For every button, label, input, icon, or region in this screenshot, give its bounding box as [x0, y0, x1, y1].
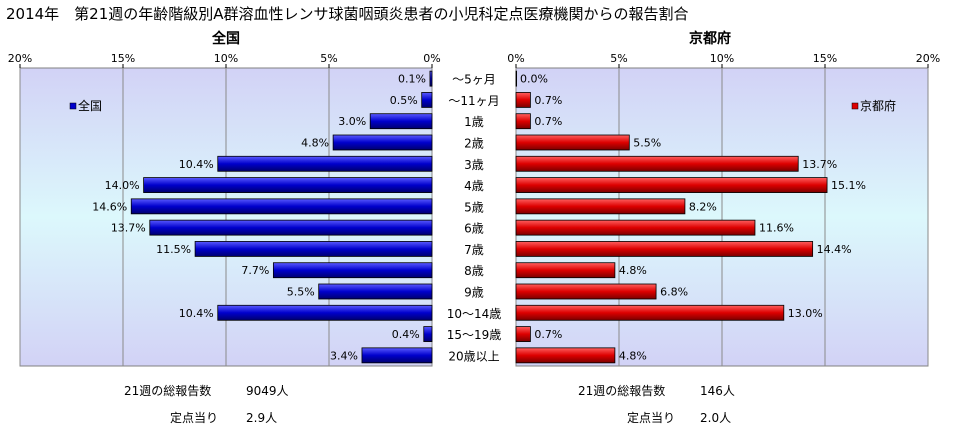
category-label: 6歳 [464, 222, 484, 236]
data-label-0: 3.4% [330, 349, 358, 362]
data-label-1: 4.8% [619, 349, 647, 362]
category-label: ～5ヶ月 [452, 73, 496, 87]
category-label: 3歳 [464, 158, 484, 172]
category-label: 9歳 [464, 286, 484, 300]
bar-0 [369, 113, 433, 130]
footer-right-per-label: 定点当り [627, 411, 676, 425]
legend-swatch-0 [69, 102, 77, 110]
data-label-0: 13.7% [111, 222, 146, 235]
category-label: ～11ヶ月 [448, 94, 499, 108]
data-label-0: 14.6% [92, 200, 127, 213]
data-label-0: 14.0% [105, 179, 140, 192]
bar-1 [515, 262, 616, 279]
bar-1 [515, 113, 531, 130]
tick-label-1: 0% [507, 52, 524, 65]
data-label-1: 0.7% [534, 94, 562, 107]
data-label-0: 0.5% [390, 94, 418, 107]
bar-1 [515, 155, 799, 172]
data-label-1: 15.1% [831, 179, 866, 192]
tick-label-0: 10% [214, 52, 238, 65]
footer-right-total-label: 21週の総報告数 [578, 384, 666, 398]
bar-0 [130, 198, 433, 215]
bar-1 [515, 92, 531, 108]
data-label-1: 0.7% [534, 115, 562, 128]
data-label-0: 3.0% [338, 115, 366, 128]
legend-swatch-1 [851, 102, 859, 110]
tick-label-1: 5% [610, 52, 627, 65]
footer-right-per-value: 2.0人 [700, 411, 732, 425]
bar-1 [515, 283, 657, 300]
bar-1 [515, 347, 616, 364]
data-label-1: 6.8% [660, 286, 688, 299]
bar-1 [515, 241, 814, 257]
bar-1 [515, 198, 686, 215]
bar-1 [515, 326, 531, 342]
data-label-1: 13.0% [788, 307, 823, 320]
bar-1 [515, 70, 518, 87]
bar-1 [515, 177, 828, 193]
bar-1 [515, 304, 785, 321]
data-label-0: 7.7% [241, 264, 269, 277]
bar-0 [361, 347, 433, 364]
data-label-0: 10.4% [179, 158, 214, 171]
bar-0 [332, 134, 433, 151]
bar-0 [272, 262, 433, 279]
category-label: 8歳 [464, 264, 484, 278]
legend-label-0: 全国 [78, 98, 102, 113]
data-label-0: 10.4% [179, 307, 214, 320]
data-label-1: 13.7% [802, 158, 837, 171]
footer-left-per-value: 2.9人 [246, 411, 278, 425]
category-label: 5歳 [464, 200, 484, 214]
bar-0 [421, 92, 433, 108]
data-label-1: 4.8% [619, 264, 647, 277]
tick-label-1: 20% [916, 52, 940, 65]
data-label-0: 0.1% [398, 73, 426, 86]
bar-0 [149, 219, 433, 236]
panel-title-0: 全国 [211, 30, 240, 47]
bar-0 [429, 70, 433, 87]
data-label-1: 11.6% [759, 222, 794, 235]
data-label-0: 11.5% [156, 243, 191, 256]
footer-left-per-label: 定点当り [170, 411, 219, 425]
data-label-1: 0.0% [520, 73, 548, 86]
tick-label-0: 15% [111, 52, 135, 65]
tick-label-1: 10% [710, 52, 734, 65]
bar-0 [217, 304, 433, 321]
category-label: 1歳 [464, 115, 484, 129]
bar-1 [515, 134, 630, 151]
category-label: 10～14歳 [447, 307, 502, 321]
category-label: 7歳 [464, 243, 484, 257]
data-label-0: 0.4% [392, 328, 420, 341]
legend-label-1: 京都府 [860, 98, 896, 113]
bar-0 [423, 326, 433, 342]
bar-0 [143, 177, 433, 193]
category-label: 20歳以上 [448, 349, 499, 363]
data-label-1: 14.4% [817, 243, 852, 256]
footer-left-total-value: 9049人 [246, 384, 289, 398]
panel-title-1: 京都府 [689, 30, 731, 47]
data-label-1: 5.5% [633, 137, 661, 150]
category-label: 15～19歳 [447, 328, 502, 342]
bar-0 [318, 283, 433, 300]
tick-label-0: 20% [8, 52, 32, 65]
bar-0 [194, 241, 433, 257]
data-label-1: 0.7% [534, 328, 562, 341]
category-label: 2歳 [464, 137, 484, 151]
data-label-0: 4.8% [301, 137, 329, 150]
category-label: 4歳 [464, 179, 484, 193]
bar-1 [515, 219, 756, 236]
bar-0 [217, 155, 433, 172]
tick-label-0: 0% [423, 52, 440, 65]
tick-label-0: 5% [320, 52, 337, 65]
footer-right-total-value: 146人 [700, 384, 735, 398]
chart-title: 2014年 第21週の年齢階級別A群溶血性レンサ球菌咽頭炎患者の小児科定点医療機… [6, 5, 689, 23]
tick-label-1: 15% [813, 52, 837, 65]
footer-left-total-label: 21週の総報告数 [124, 384, 212, 398]
data-label-0: 5.5% [287, 286, 315, 299]
data-label-1: 8.2% [689, 200, 717, 213]
